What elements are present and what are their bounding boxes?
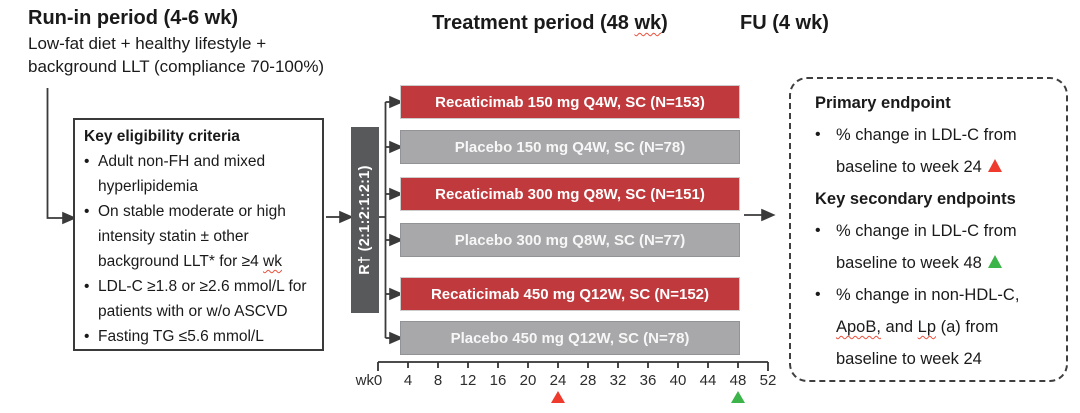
eligibility-bullet-2-pre: On stable moderate or high intensity sta… [98,203,286,270]
arm-bar-recaticimab-450: Recaticimab 450 mg Q12W, SC (N=152) [400,277,740,311]
secondary-endpoint-bullet-1: • % change in LDL-C from baseline to wee… [815,215,1056,279]
randomization-branch-line [379,102,387,338]
treatment-period-title: Treatment period (48 wk) [380,12,720,35]
week-axis-ruler [377,361,769,371]
randomization-ratio-label: R† (2:1:2:1:2:1) [357,165,373,275]
primary-endpoint-text: % change in LDL-C from baseline to week … [836,119,1017,183]
week-tick-label-4: 4 [403,372,413,389]
week-tick-label-32: 32 [609,372,627,389]
secondary-endpoints-title: Key secondary endpoints [815,190,1016,208]
primary-endpoint-bullet: • % change in LDL-C from baseline to wee… [815,119,1056,183]
runin-to-eligibility-arrow [46,88,77,225]
bullet-icon: • [815,222,821,239]
week-tick-label-12: 12 [459,372,477,389]
bullet-icon: • [815,286,821,303]
secondary-endpoint-2-post: (a) from baseline to week 24 [836,318,999,368]
week-tick-label-40: 40 [669,372,687,389]
green-triangle-icon [987,255,1002,268]
eligibility-bullet-2-wavy-wk: wk [263,253,282,270]
eligibility-bullet-3: • LDL-C ≥1.8 or ≥2.6 mmol/L for patients… [84,274,316,324]
eligibility-bullet-4-text: Fasting TG ≤5.6 mmol/L [98,328,264,345]
bullet-icon: • [84,278,90,295]
eligibility-criteria-box: Key eligibility criteria • Adult non-FH … [73,118,324,351]
runin-period-block: Run-in period (4-6 wk) Low-fat diet + he… [28,6,324,78]
runin-period-description: Low-fat diet + healthy lifestyle + backg… [28,34,325,76]
primary-endpoint-title: Primary endpoint [815,94,951,112]
arm-bar-recaticimab-150: Recaticimab 150 mg Q4W, SC (N=153) [400,85,740,119]
week-tick-label-0: 0 [373,372,383,389]
followup-period-title: FU (4 wk) [740,12,829,34]
secondary-endpoint-1-body: % change in LDL-C from baseline to week … [836,222,1017,272]
secondary-endpoint-2-wavy-lp: Lp [917,318,937,336]
week-tick-label-16: 16 [489,372,507,389]
treatment-title-post: ) [661,12,668,34]
eligibility-bullet-4: • Fasting TG ≤5.6 mmol/L [84,324,316,349]
eligibility-bullet-2: • On stable moderate or high intensity s… [84,199,316,274]
week48-secondary-marker-icon [731,391,745,403]
secondary-endpoint-bullet-2: • % change in non-HDL-C, ApoB, and Lp (a… [815,279,1056,375]
eligibility-bullet-2-text: On stable moderate or high intensity sta… [98,199,286,274]
eligibility-bullet-1: • Adult non-FH and mixed hyperlipidemia [84,149,316,199]
week-tick-label-8: 8 [433,372,443,389]
bullet-icon: • [84,328,90,345]
week-tick-label-48: 48 [729,372,747,389]
red-triangle-icon [987,159,1002,172]
week-tick-label-28: 28 [579,372,597,389]
treatment-title-pre: Treatment period (48 [432,12,635,34]
secondary-endpoint-2-wavy-apob: ApoB, [836,318,881,336]
secondary-endpoint-2-pre: % change in non-HDL-C, [836,286,1020,304]
eligibility-bullet-1-text: Adult non-FH and mixed hyperlipidemia [98,153,266,195]
arm-bar-placebo-150: Placebo 150 mg Q4W, SC (N=78) [400,130,740,164]
week-tick-label-20: 20 [519,372,537,389]
week-tick-label-52: 52 [759,372,777,389]
secondary-endpoint-2-text: % change in non-HDL-C, ApoB, and Lp (a) … [836,279,1019,375]
bullet-icon: • [84,203,90,220]
bullet-icon: • [84,153,90,170]
week24-primary-marker-icon [551,391,565,403]
runin-period-title: Run-in period (4-6 wk) [28,7,238,29]
arm-bar-placebo-450: Placebo 450 mg Q12W, SC (N=78) [400,321,740,355]
eligibility-bullet-3-text: LDL-C ≥1.8 or ≥2.6 mmol/L for patients w… [98,278,307,320]
bullet-icon: • [815,126,821,143]
week-tick-label-24: 24 [549,372,567,389]
arm-bar-recaticimab-300: Recaticimab 300 mg Q8W, SC (N=151) [400,177,740,211]
primary-endpoint-text-body: % change in LDL-C from baseline to week … [836,126,1017,176]
secondary-endpoint-1-text: % change in LDL-C from baseline to week … [836,215,1017,279]
secondary-endpoint-2-mid: and [880,318,918,336]
treatment-title-wavy-wk: wk [634,12,662,34]
week-tick-label-36: 36 [639,372,657,389]
week-tick-label-44: 44 [699,372,717,389]
endpoints-box: Primary endpoint • % change in LDL-C fro… [789,77,1068,382]
week-axis-unit-label: wk [355,372,374,389]
eligibility-title: Key eligibility criteria [84,128,240,145]
arm-bar-placebo-300: Placebo 300 mg Q8W, SC (N=77) [400,223,740,257]
randomization-bar: R† (2:1:2:1:2:1) [351,127,379,313]
